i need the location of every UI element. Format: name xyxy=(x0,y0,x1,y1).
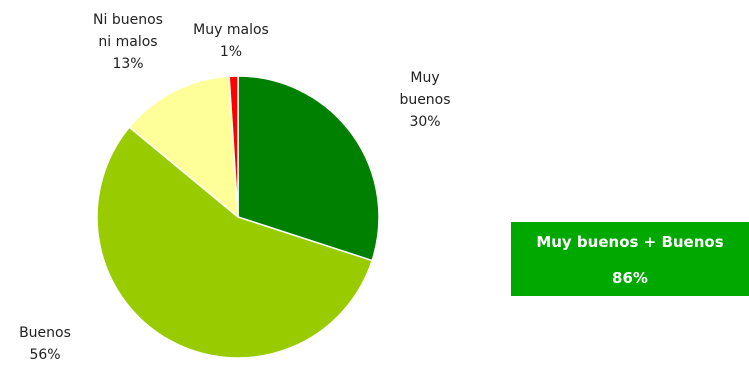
summary-title: Muy buenos + Buenos xyxy=(536,233,724,251)
slice-category-label: Muy xyxy=(410,70,439,86)
pie-slice xyxy=(228,75,239,218)
summary-value: 86% xyxy=(612,269,648,287)
slice-value-label: 13% xyxy=(112,56,143,72)
slice-value-label: 30% xyxy=(409,114,440,130)
pie-slice xyxy=(237,75,380,262)
summary-box: Muy buenos + Buenos 86% xyxy=(511,222,749,296)
pie-slice xyxy=(128,75,239,219)
slice-category-label: Ni buenos xyxy=(93,12,163,28)
slice-category-label: buenos xyxy=(399,92,450,108)
slice-category-label: Muy malos xyxy=(193,22,269,38)
slice-category-label: Buenos xyxy=(19,325,71,341)
pie-slice xyxy=(96,126,374,359)
slice-value-label: 1% xyxy=(220,44,242,60)
slice-value-label: 56% xyxy=(29,347,60,363)
slice-category-label: ni malos xyxy=(98,34,157,50)
